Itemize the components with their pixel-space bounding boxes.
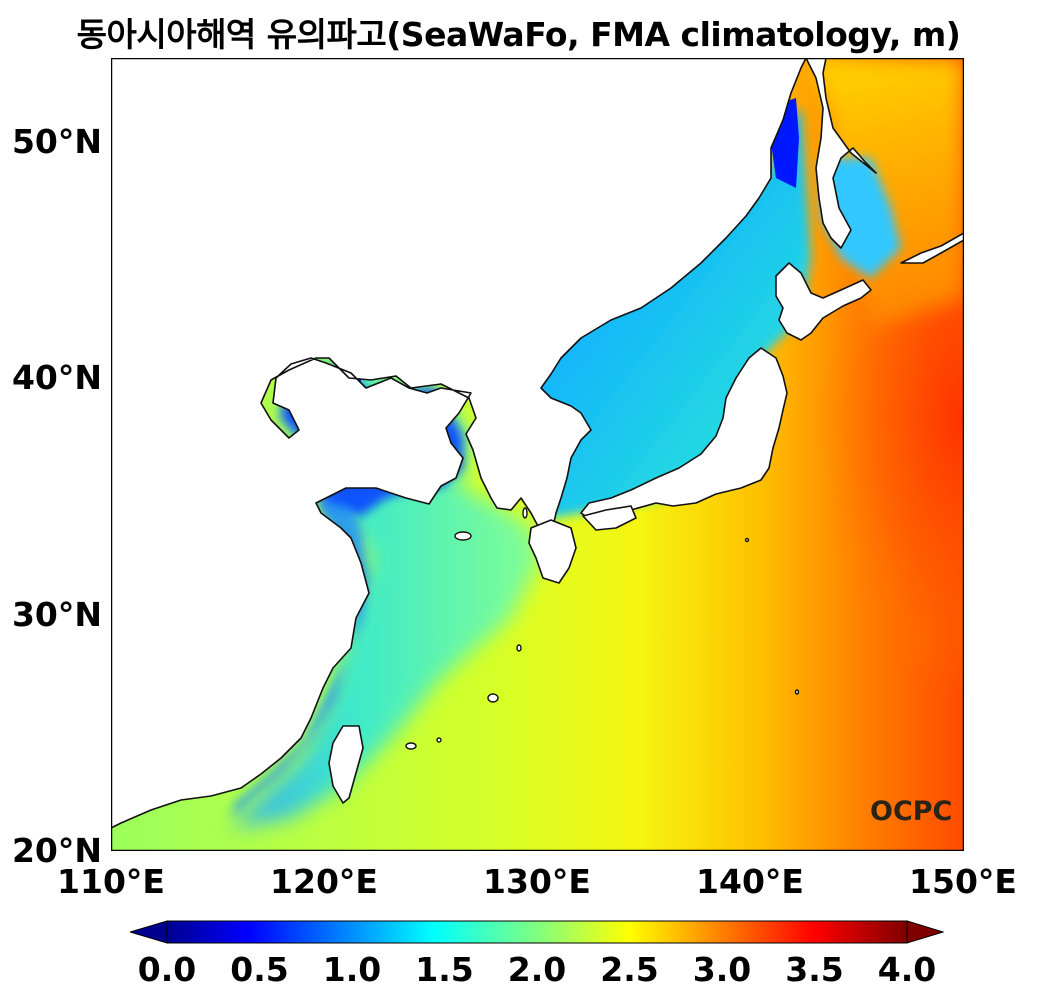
lon-tick-150: 150°E bbox=[909, 862, 1017, 901]
east-china-sea-field bbox=[231, 358, 541, 828]
map-title: 동아시아해역 유의파고(SeaWaFo, FMA climatology, m) bbox=[76, 15, 961, 54]
wave-height-map bbox=[111, 58, 964, 851]
lat-tick-50: 50°N bbox=[11, 122, 102, 161]
kuril-islands bbox=[900, 232, 964, 264]
small-islands bbox=[405, 507, 800, 750]
land-masses bbox=[111, 58, 964, 829]
map-panel bbox=[111, 58, 964, 851]
lat-tick-20: 20°N bbox=[11, 831, 102, 870]
colorbar-extend-high bbox=[906, 920, 944, 944]
jeju-island bbox=[454, 531, 472, 541]
colorbar-tick-2: 1.0 bbox=[322, 950, 382, 989]
izu-island bbox=[744, 537, 750, 543]
ryukyu-island-3 bbox=[405, 742, 417, 750]
lat-tick-30: 30°N bbox=[11, 595, 102, 634]
colorbar bbox=[130, 920, 944, 944]
map-frame bbox=[111, 58, 964, 851]
colorbar-tick-6: 3.0 bbox=[692, 950, 752, 989]
colorbar-tick-0: 0.0 bbox=[137, 950, 197, 989]
china-coast-field bbox=[231, 498, 369, 818]
asia-mainland bbox=[111, 58, 807, 829]
ryukyu-island-2 bbox=[487, 693, 499, 703]
colorbar-extend-low bbox=[130, 920, 168, 944]
taiwan-island bbox=[328, 725, 364, 804]
colorbar-tick-8: 4.0 bbox=[877, 950, 937, 989]
lon-tick-110: 110°E bbox=[57, 862, 165, 901]
colorbar-tick-3: 1.5 bbox=[415, 950, 474, 989]
colorbar-tick-4: 2.0 bbox=[507, 950, 567, 989]
lon-tick-130: 130°E bbox=[483, 862, 591, 901]
colorbar-tick-5: 2.5 bbox=[600, 950, 659, 989]
hokkaido-island bbox=[775, 262, 872, 341]
honshu-island bbox=[580, 347, 788, 521]
ocpc-logo: OCPC bbox=[870, 796, 953, 827]
kyushu-island bbox=[528, 519, 577, 584]
shikoku-island bbox=[582, 505, 637, 531]
tsushima-island bbox=[522, 507, 528, 519]
sakhalin-island bbox=[805, 58, 877, 249]
ryukyu-island-1 bbox=[516, 644, 522, 652]
bonin-island bbox=[794, 689, 800, 695]
colorbar-body bbox=[166, 920, 908, 944]
lon-tick-120: 120°E bbox=[270, 862, 378, 901]
colorbar-tick-1: 0.5 bbox=[230, 950, 289, 989]
lat-tick-40: 40°N bbox=[11, 358, 102, 397]
colorbar-tick-7: 3.5 bbox=[785, 950, 844, 989]
lon-tick-140: 140°E bbox=[696, 862, 804, 901]
ryukyu-island-4 bbox=[436, 737, 442, 743]
